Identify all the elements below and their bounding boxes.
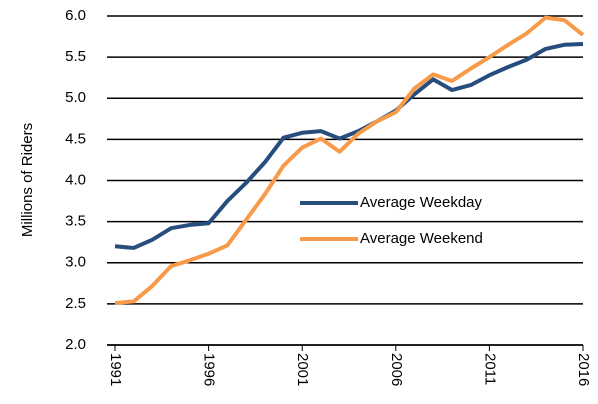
x-tick-label: 2016	[575, 353, 592, 386]
x-tick-label: 1991	[107, 353, 124, 386]
y-tick-label: 3.5	[65, 213, 86, 230]
y-tick-label: 4.5	[65, 130, 86, 147]
y-tick-label: 2.5	[65, 295, 86, 312]
y-tick-label: 5.0	[65, 89, 86, 106]
x-tick-label: 1996	[201, 353, 218, 386]
y-tick-label: 5.5	[65, 48, 86, 65]
line-series	[114, 15, 585, 306]
y-tick-label: 6.0	[65, 7, 86, 24]
legend-label: Average Weekend	[360, 230, 483, 247]
x-tick-label: 2011	[481, 353, 498, 385]
x-tick-label: 2006	[388, 353, 405, 386]
line-series	[114, 41, 584, 250]
legend-label: Average Weekday	[360, 194, 483, 211]
y-axis-label: Millions of Riders	[19, 123, 36, 237]
x-tick-label: 2001	[294, 353, 311, 386]
y-tick-label: 3.0	[65, 254, 86, 271]
y-tick-label: 2.0	[65, 336, 86, 353]
y-tick-label: 4.0	[65, 171, 86, 188]
